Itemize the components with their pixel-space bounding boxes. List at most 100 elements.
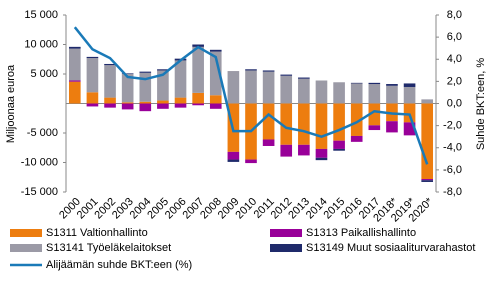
bar-segment [245,70,257,104]
bar-segment [315,157,328,161]
bar-segment [209,95,222,104]
bar-segment [121,102,134,104]
bar-segment [68,46,81,49]
bar-segment [192,92,204,104]
bar-segment [192,46,204,93]
bar-segment [315,103,328,149]
bar-segment [262,71,275,104]
legend-label: S13149 Muut sosiaaliturvarahastot [306,242,475,254]
bar-segment [280,75,293,104]
bar-segment [368,82,381,85]
bar-segment [104,103,116,108]
legend-swatch [10,244,42,252]
bar-segment [104,65,116,98]
y2-tick-label: 8,0 [447,9,462,21]
y2-tick-label: -8,0 [443,186,462,198]
bar-segment [386,121,398,133]
legend-swatch [270,244,302,252]
bar-segment [403,83,416,87]
bar-segment [209,49,222,52]
bar-segment [350,135,363,142]
bar-segment [209,103,222,109]
line [73,26,429,165]
y2-tick-label: 4,0 [447,53,462,65]
bar-segment [350,83,363,104]
legend-label: S13141 Työeläkelaitokset [46,242,171,254]
bar-segment [403,122,416,136]
bar-segment [333,103,345,141]
legend-label: S1313 Paikallishallinto [306,227,416,239]
bar-segment [421,99,434,104]
bar-segment [68,81,81,104]
bar-segment [368,103,381,126]
bar-segment [333,82,345,104]
bar-segment [403,86,416,104]
bar-segment [139,101,152,104]
legend-swatch [10,229,42,237]
bar-segment [157,103,169,109]
y-tick-label: -5 000 [27,127,58,139]
bar-segment [157,70,169,101]
bar-segment [245,159,257,164]
bar-segment [104,97,116,104]
legend-label: Alijäämän suhde BKT:een (%) [46,259,192,271]
bar-segment [298,77,310,79]
bar-segment [368,84,381,104]
bar-segment [403,103,416,123]
y-tick-label: 10 000 [24,38,58,50]
bar-segment [121,74,134,103]
bar-segment [262,139,275,146]
bar-segment [86,56,99,59]
bar-segment [421,180,434,182]
bar-segment [227,159,240,162]
bar-segment [315,80,328,104]
legend-swatch [270,229,302,237]
bar-segment [280,74,293,76]
y2-tick-label: -4,0 [443,142,462,154]
bar-segment [157,69,169,71]
bar-segment [139,72,152,102]
bar-segment [227,71,240,104]
bar-segment [174,103,187,108]
bar-segment [139,103,152,112]
bar-segment [86,92,99,104]
bar-segment [192,103,204,106]
y2-tick-label: -2,0 [443,120,462,132]
bar-segment [227,151,240,160]
bar-segment [421,179,434,181]
bar-segment [368,125,381,131]
bar-segment [157,100,169,104]
bar-segment [421,103,434,180]
bar-segment [262,70,275,72]
bar-segment [121,103,134,110]
y-tick-label: -10 000 [21,156,58,168]
bar-segment [280,103,293,145]
bar-segment [68,48,81,81]
bar-segment [333,140,345,149]
bar-segment [174,97,187,104]
y2-tick-label: 2,0 [447,75,462,87]
bar-segment [350,82,363,84]
bar-segment [86,58,99,93]
bar-segment [350,103,363,136]
legend-label: S1311 Valtionhallinto [46,227,148,239]
bar-segment [104,63,116,66]
bar-segment [68,80,81,82]
bar-segment [386,84,398,86]
y2-axis-label: Suhde BKT:een, % [475,58,487,151]
bar-segment [139,71,152,73]
bar-segment [245,69,257,71]
bar-segment [333,148,345,151]
y2-tick-label: 0,0 [447,97,462,109]
y-tick-label: 15 000 [24,9,58,21]
bar-segment [315,148,328,158]
bar-segment [209,51,222,96]
bar-segment [298,144,310,156]
y-axis-label: Miljoonaa euroa [5,64,17,143]
y-tick-label: -15 000 [21,186,58,198]
bar-segment [386,85,398,104]
bar-segment [298,103,310,145]
bar-segment [280,144,293,157]
bar-segment [298,78,310,104]
